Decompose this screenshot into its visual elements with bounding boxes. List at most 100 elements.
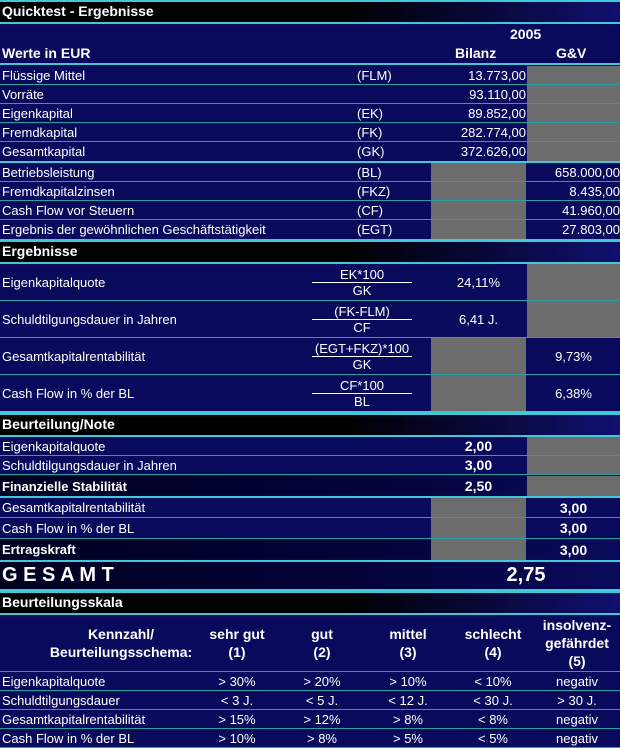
formula: (EGT+FKZ)*100 GK (312, 338, 412, 374)
result-row: Cash Flow in % der BL CF*100 BL 6,38% (0, 375, 620, 413)
guv-value: 658.000,00 (554, 164, 620, 180)
formula-denominator: BL (354, 393, 370, 409)
row-label: Gesamtkapitalrentabilität (2, 500, 146, 515)
summary-row: Ertragskraft 3,00 (0, 539, 620, 562)
bilanz-value: 13.773,00 (468, 67, 526, 83)
scale-cell: > 8% (307, 730, 337, 746)
bilanz-value: 372.626,00 (460, 144, 526, 159)
row-label: Cash Flow in % der BL (2, 520, 135, 536)
formula-numerator: EK*100 (312, 267, 412, 283)
empty-cell (431, 518, 526, 538)
row-label: Finanzielle Stabilität (2, 478, 127, 494)
formula-denominator: GK (352, 356, 372, 372)
section-title: Beurteilung/Note (0, 413, 620, 437)
guv-value: 6,38% (555, 385, 592, 401)
row-abbr: (FK) (357, 124, 383, 140)
scale-header-cell: schlecht (4) (464, 626, 522, 660)
scale-cell: > 8% (393, 711, 423, 727)
bilanz-value: 6,41 J. (458, 311, 499, 327)
bilanz-grade: 3,00 (464, 457, 493, 473)
scale-row-label: Schuldtilgungsdauer (2, 692, 120, 708)
guv-grade: 3,00 (559, 499, 588, 516)
scale-header-cell: sehr gut (1) (209, 626, 265, 660)
row-label: Gesamtkapital (2, 144, 86, 159)
row-abbr: (CF) (357, 202, 383, 218)
units-label: Werte in EUR (2, 45, 91, 61)
input-row: Eigenkapital (EK) 89.852,00 (0, 104, 620, 123)
total-label: G E S A M T (2, 564, 114, 586)
scale-row: Eigenkapitalquote > 30% > 20% > 10% < 10% neg… (0, 672, 620, 691)
scale-cell: < 30 J. (473, 692, 513, 708)
guv-value: 9,73% (555, 348, 592, 364)
empty-cell (527, 476, 620, 496)
scale-row: Gesamtkapitalrentabilität > 15% > 12% > 8% <… (0, 710, 620, 729)
empty-cell (431, 539, 526, 560)
row-label: Betriebsleistung (2, 164, 95, 180)
formula: EK*100 GK (312, 264, 412, 300)
column-header: 2005 Werte in EUR Bilanz G&V (0, 24, 620, 65)
scale-cell: > 30 J. (557, 692, 597, 708)
scale-header-cell: insolvenz- gefährdet (5) (542, 617, 612, 669)
bilanz-value: 282.774,00 (460, 124, 526, 140)
guv-grade: 3,00 (559, 520, 588, 536)
empty-cell (431, 375, 526, 411)
empty-cell (527, 456, 620, 474)
rating-row: Gesamtkapitalrentabilität 3,00 (0, 498, 620, 518)
guv-header: G&V (556, 45, 587, 61)
bilanz-header: Bilanz (455, 45, 497, 61)
empty-cell (431, 220, 526, 239)
result-row: Eigenkapitalquote EK*100 GK 24,11% (0, 264, 620, 301)
input-row: Ergebnis der gewöhnlichen Geschäftstätig… (0, 220, 620, 241)
scale-cell: > 10% (389, 673, 427, 689)
scale-cell: < 10% (474, 673, 512, 689)
scale-cell: < 5 J. (305, 692, 339, 708)
input-row: Betriebsleistung (BL) 658.000,00 (0, 163, 620, 182)
row-label: Eigenkapitalquote (2, 274, 106, 290)
scale-cell: > 5% (393, 730, 423, 746)
formula-numerator: (EGT+FKZ)*100 (312, 341, 412, 357)
row-label: Ergebnis der gewöhnlichen Geschäftstätig… (2, 222, 266, 237)
row-abbr: (GK) (357, 144, 385, 159)
guv-grade: 3,00 (559, 541, 588, 558)
scale-row: Cash Flow in % der BL > 10% > 8% > 5% < 5% ne… (0, 729, 620, 748)
bilanz-value: 89.852,00 (468, 105, 526, 121)
row-label: Cash Flow vor Steuern (2, 202, 135, 218)
row-label: Fremdkapitalzinsen (2, 183, 115, 199)
guv-value: 41.960,00 (562, 202, 620, 218)
bilanz-grade: 2,50 (464, 478, 493, 494)
scale-header: Kennzahl/ Beurteilungsschema: sehr gut (1… (0, 615, 620, 672)
empty-cell (431, 163, 526, 181)
row-label: Schuldtilgungsdauer in Jahren (2, 457, 177, 473)
result-row: Schuldtilgungsdauer in Jahren (FK-FLM) CF 6… (0, 301, 620, 338)
row-label: Fremdkapital (2, 124, 78, 140)
empty-cell (527, 437, 620, 455)
total-row: G E S A M T 2,75 (0, 562, 620, 591)
row-label: Cash Flow in % der BL (2, 385, 135, 401)
empty-cell (431, 201, 526, 219)
formula-numerator: CF*100 (312, 378, 412, 394)
formula: CF*100 BL (312, 375, 412, 411)
row-label: Flüssige Mittel (2, 67, 86, 83)
row-label: Gesamtkapitalrentabilität (2, 348, 146, 364)
scale-row-label: Gesamtkapitalrentabilität (2, 711, 146, 727)
year-label: 2005 (510, 26, 542, 42)
row-abbr: (EK) (357, 105, 383, 121)
empty-cell (527, 142, 620, 161)
empty-cell (527, 104, 620, 122)
guv-value: 8.435,00 (569, 183, 620, 199)
input-row: Flüssige Mittel (FLM) 13.773,00 (0, 66, 620, 85)
input-row: Cash Flow vor Steuern (CF) 41.960,00 (0, 201, 620, 220)
row-abbr: (FKZ) (357, 183, 391, 199)
guv-value: 27.803,00 (562, 222, 620, 237)
scale-row-label: Eigenkapitalquote (2, 673, 106, 689)
scale-cell: negativ (556, 730, 598, 746)
rating-row: Cash Flow in % der BL 3,00 (0, 518, 620, 539)
row-label: Eigenkapital (2, 105, 73, 121)
scale-cell: > 10% (218, 730, 256, 746)
row-label: Schuldtilgungsdauer in Jahren (2, 311, 177, 327)
scale-cell: > 15% (218, 711, 256, 727)
total-value: 2,75 (506, 564, 546, 586)
empty-cell (431, 498, 526, 517)
scale-row-label: Cash Flow in % der BL (2, 730, 135, 746)
empty-cell (527, 264, 620, 300)
